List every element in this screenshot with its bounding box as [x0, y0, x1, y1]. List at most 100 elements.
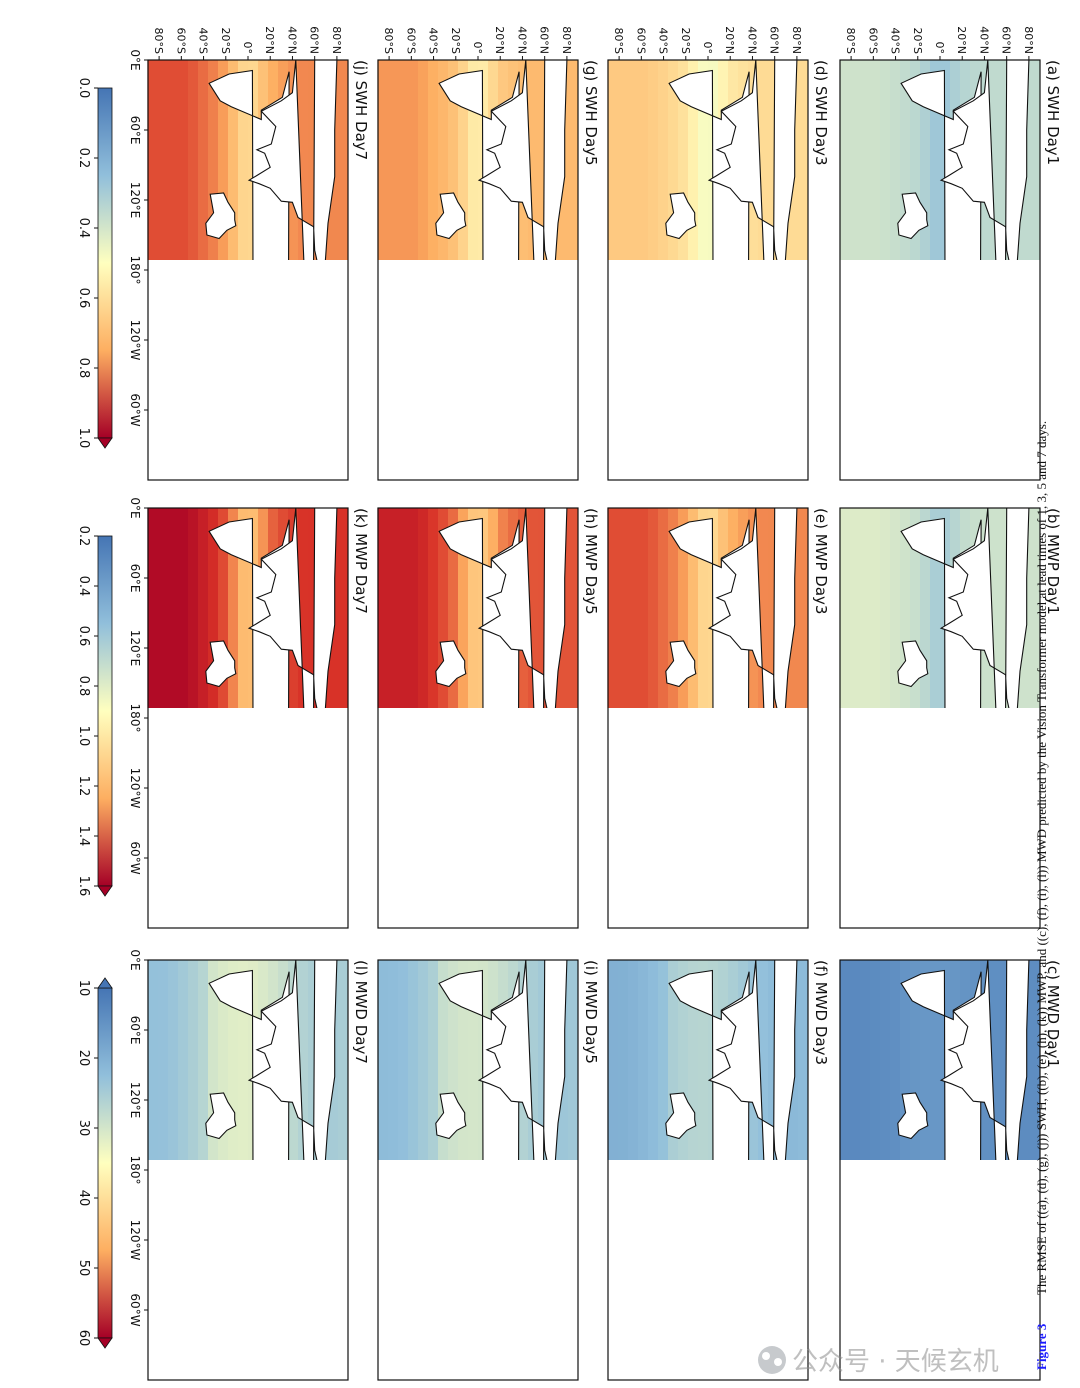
rmse-band — [909, 508, 920, 708]
colorbar-tick-label: 0.4 — [76, 218, 91, 239]
rmse-band — [1029, 60, 1040, 260]
panel-mwp-day7: (k) MWP Day7 0°E 60°E 120°E 180° 120°W 60°W — [128, 497, 370, 929]
rmse-band — [427, 60, 438, 260]
rmse-band — [237, 60, 248, 260]
lat-tick-label: 20°N — [723, 26, 736, 54]
rmse-band — [849, 60, 860, 260]
rmse-band — [757, 508, 768, 708]
rmse-band — [687, 960, 698, 1160]
rmse-band — [839, 60, 850, 260]
rmse-band — [1029, 508, 1040, 708]
rmse-band — [207, 960, 218, 1160]
rmse-band — [657, 508, 668, 708]
panel-title: (h) MWP Day5 — [582, 508, 600, 615]
rmse-band — [417, 960, 428, 1160]
lon-tick-label: 0°E — [128, 49, 142, 70]
lat-tick-label: 40°S — [657, 28, 670, 54]
rmse-band — [337, 60, 348, 260]
figure-label: Figure 3 — [1034, 1323, 1049, 1370]
land-mass — [665, 192, 697, 240]
rmse-band — [667, 960, 678, 1160]
rmse-band — [227, 960, 238, 1160]
land-mass — [187, 835, 261, 888]
rmse-band — [859, 960, 870, 1160]
land-mass — [435, 640, 467, 688]
rmse-band — [657, 60, 668, 260]
land-mass — [939, 60, 1030, 260]
rmse-map — [839, 60, 1040, 260]
rmse-band — [177, 960, 188, 1160]
rmse-band — [397, 60, 408, 260]
land-mass — [477, 60, 568, 260]
rmse-band — [637, 960, 648, 1160]
lat-tick-label: 40°N — [977, 26, 990, 54]
panel-grid: (a) SWH Day1 80°N 60°N 40°N 20°N 0° 20°S 40°S 60… — [128, 26, 1062, 1381]
rmse-band — [217, 508, 228, 708]
rmse-band — [677, 960, 688, 1160]
rmse-band — [227, 60, 238, 260]
colorbar-tick-label: 0.2 — [76, 148, 91, 169]
rmse-band — [427, 508, 438, 708]
land-mass — [417, 835, 491, 888]
rmse-map — [839, 508, 1040, 708]
rmse-band — [989, 60, 1000, 260]
rmse-band — [457, 960, 468, 1160]
colorbar-tick-label: 50 — [76, 1260, 91, 1277]
rmse-band — [899, 60, 910, 260]
watermark-text: 公众号 · 天候玄机 — [792, 1347, 999, 1377]
rmse-band — [647, 60, 658, 260]
rmse-band — [377, 60, 388, 260]
lat-tick-label: 0° — [933, 42, 946, 55]
panel-mwd-day3: (f) MWD Day3 — [607, 959, 830, 1381]
colorbar-gradient — [97, 987, 113, 1339]
land-mass — [477, 960, 568, 1160]
rmse-band — [919, 508, 930, 708]
rmse-band — [167, 960, 178, 1160]
colorbar-extend-max — [97, 437, 113, 449]
panel-title: (l) MWD Day7 — [352, 960, 370, 1064]
rmse-band — [197, 960, 208, 1160]
rmse-band — [207, 60, 218, 260]
land-mass — [647, 1287, 721, 1340]
lon-tick-label: 60°W — [128, 393, 142, 426]
lon-tick-label: 0°E — [128, 949, 142, 970]
rmse-band — [387, 60, 398, 260]
rmse-band — [407, 60, 418, 260]
rmse-band — [407, 960, 418, 1160]
rmse-band — [527, 960, 538, 1160]
rmse-map — [147, 60, 348, 260]
rmse-band — [839, 960, 850, 1160]
lat-tick-label: 40°N — [285, 26, 298, 54]
colorbar-tick-label: 1.0 — [76, 726, 91, 747]
panel-title: (g) SWH Day5 — [582, 60, 600, 166]
rmse-band — [167, 60, 178, 260]
lat-tick-label: 60°N — [538, 26, 551, 54]
lon-tick-label: 60°E — [128, 1016, 142, 1045]
rmse-band — [167, 508, 178, 708]
rmse-band — [457, 508, 468, 708]
land-mass — [665, 640, 697, 688]
land-mass — [247, 60, 338, 260]
land-mass — [435, 192, 467, 240]
rmse-band — [889, 960, 900, 1160]
land-mass — [939, 508, 1030, 708]
lat-tick-label: 80°N — [560, 26, 573, 54]
panel-mwd-day1: (c) MWD Day1 — [839, 959, 1062, 1381]
land-mass — [247, 508, 338, 708]
rmse-band — [147, 960, 158, 1160]
lon-tick-label: 120°W — [128, 320, 142, 361]
rmse-band — [147, 508, 158, 708]
rmse-band — [567, 508, 578, 708]
rmse-band — [187, 60, 198, 260]
rmse-band — [849, 508, 860, 708]
rmse-map — [839, 960, 1040, 1160]
panel-mwp-day3: (e) MWP Day3 — [607, 507, 830, 929]
lat-tick-label: 40°S — [197, 28, 210, 54]
rmse-band — [237, 960, 248, 1160]
rmse-band — [297, 508, 308, 708]
watermark: 公众号 · 天候玄机 — [758, 1346, 999, 1377]
rmse-band — [217, 960, 228, 1160]
land-mass — [487, 732, 567, 864]
rmse-band — [919, 60, 930, 260]
rmse-band — [929, 508, 940, 708]
